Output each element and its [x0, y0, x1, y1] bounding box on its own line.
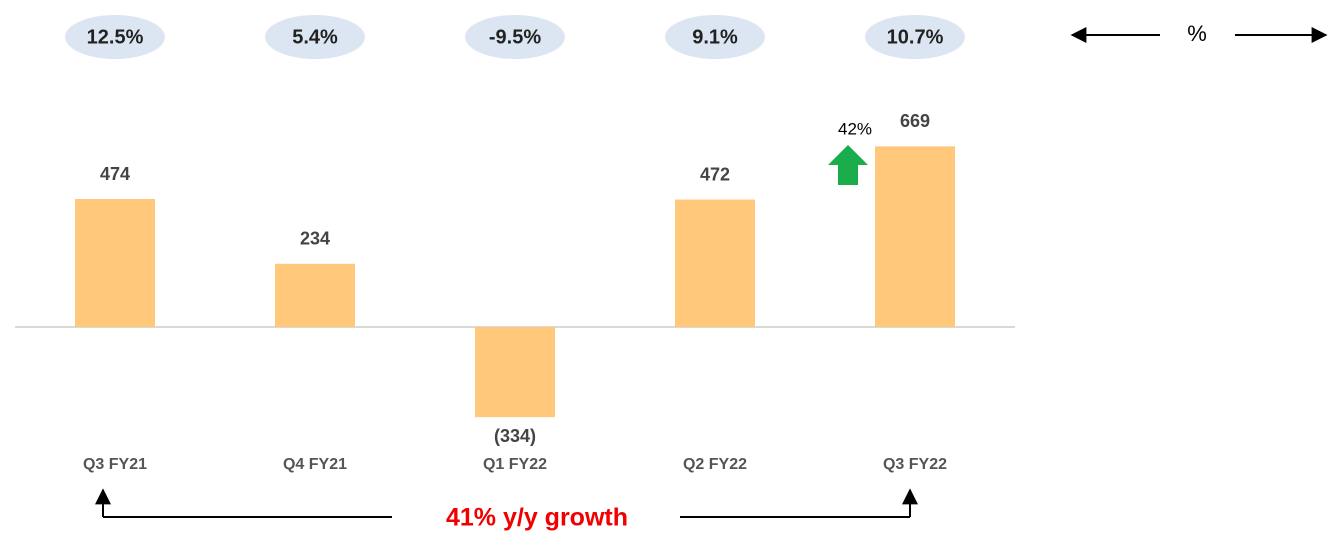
value-label: 669	[900, 111, 930, 131]
percent-label: -9.5%	[489, 26, 541, 48]
value-label: 472	[700, 164, 730, 184]
bar	[875, 146, 955, 327]
up-arrow	[828, 145, 868, 185]
growth-note: 41% y/y growth	[446, 504, 628, 532]
percent-label: 12.5%	[87, 26, 144, 48]
percent-unit: %	[1187, 21, 1207, 46]
value-label: (334)	[494, 426, 536, 446]
percent-bubble	[265, 15, 365, 59]
bar	[475, 327, 555, 418]
percent-bubble	[865, 15, 965, 59]
percent-bubble	[65, 15, 165, 59]
x-tick-label: Q3 FY22	[883, 456, 947, 473]
bar	[275, 263, 355, 327]
value-label: 234	[300, 229, 330, 249]
x-tick-label: Q4 FY21	[283, 456, 347, 473]
bar	[75, 199, 155, 327]
bar	[675, 199, 755, 327]
percent-label: 9.1%	[692, 26, 738, 48]
percent-bubble	[665, 15, 765, 59]
x-tick-label: Q1 FY22	[483, 456, 547, 473]
value-label: 474	[100, 164, 130, 184]
x-tick-label: Q2 FY22	[683, 456, 747, 473]
percent-bubble	[465, 15, 565, 59]
percent-label: 10.7%	[887, 26, 944, 48]
x-tick-label: Q3 FY21	[83, 456, 147, 473]
growth-badge: 42%	[838, 119, 872, 138]
percent-label: 5.4%	[292, 26, 338, 48]
